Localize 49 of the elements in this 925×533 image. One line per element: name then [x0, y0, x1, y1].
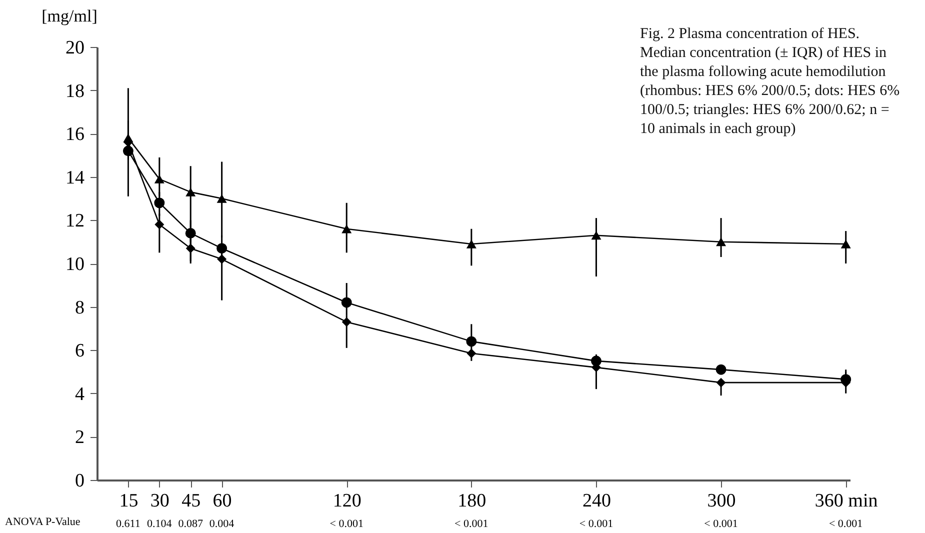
- x-tick-label: 30: [150, 490, 170, 512]
- point: [591, 231, 602, 240]
- text: 0.104: [147, 518, 172, 530]
- x-tick-label: 300: [707, 490, 736, 512]
- point: [466, 336, 477, 347]
- x-tick-label: 180: [458, 490, 486, 512]
- x-tick-label: 360 min: [814, 490, 878, 512]
- y-tick-label: 20: [66, 38, 84, 58]
- point: [716, 378, 726, 388]
- point: [216, 194, 227, 203]
- x-tick-label: 60: [212, 490, 232, 512]
- x-tick-label: 120: [332, 490, 362, 512]
- x-tick-label: 15: [119, 490, 138, 512]
- point: [342, 224, 352, 234]
- y-tick-label: 0: [75, 470, 84, 492]
- point: [466, 240, 476, 248]
- text: 0.004: [209, 518, 235, 530]
- y-tick-label: 14: [66, 167, 85, 188]
- y-tick-label: 4: [75, 384, 85, 405]
- y-tick-label: 8: [75, 297, 84, 318]
- text: 0.087: [178, 518, 204, 530]
- x-tick-label: 45: [182, 490, 201, 512]
- text: ANOVA P-Value: [5, 516, 80, 528]
- text: < 0.001: [828, 518, 863, 530]
- x-tick-label: 240: [582, 490, 611, 512]
- text: < 0.001: [704, 518, 738, 530]
- text: < 0.001: [330, 518, 364, 530]
- point: [716, 364, 726, 375]
- point: [154, 174, 164, 184]
- point: [716, 238, 726, 246]
- text: < 0.001: [579, 518, 614, 530]
- y-tick-label: 18: [66, 80, 84, 102]
- point: [216, 243, 228, 254]
- text: 0.611: [116, 518, 140, 530]
- y-tick-label: 16: [66, 124, 84, 146]
- text: < 0.001: [454, 518, 488, 530]
- annotation: Fig. 2 Plasma concentration of HES. Median concentration (± IQR) of HES in the plasma following acute hemodilution (rhombus: HES 6% 200/0.5; dots: HES 6% 100/0.5; triangles: HES 6% 200/0.62; n = 10 animals in each group): [640, 25, 901, 139]
- y-tick-label: 10: [66, 254, 84, 275]
- y-tick-label: 6: [75, 340, 84, 362]
- point: [154, 220, 164, 230]
- point: [840, 240, 851, 248]
- y-tick-label: 2: [75, 427, 84, 448]
- point: [154, 198, 165, 208]
- point: [342, 317, 352, 327]
- y-axis-title: [mg/ml]: [42, 6, 98, 26]
- point: [123, 134, 134, 142]
- y-tick-label: 12: [66, 210, 84, 232]
- point: [341, 297, 352, 308]
- point: [186, 188, 196, 196]
